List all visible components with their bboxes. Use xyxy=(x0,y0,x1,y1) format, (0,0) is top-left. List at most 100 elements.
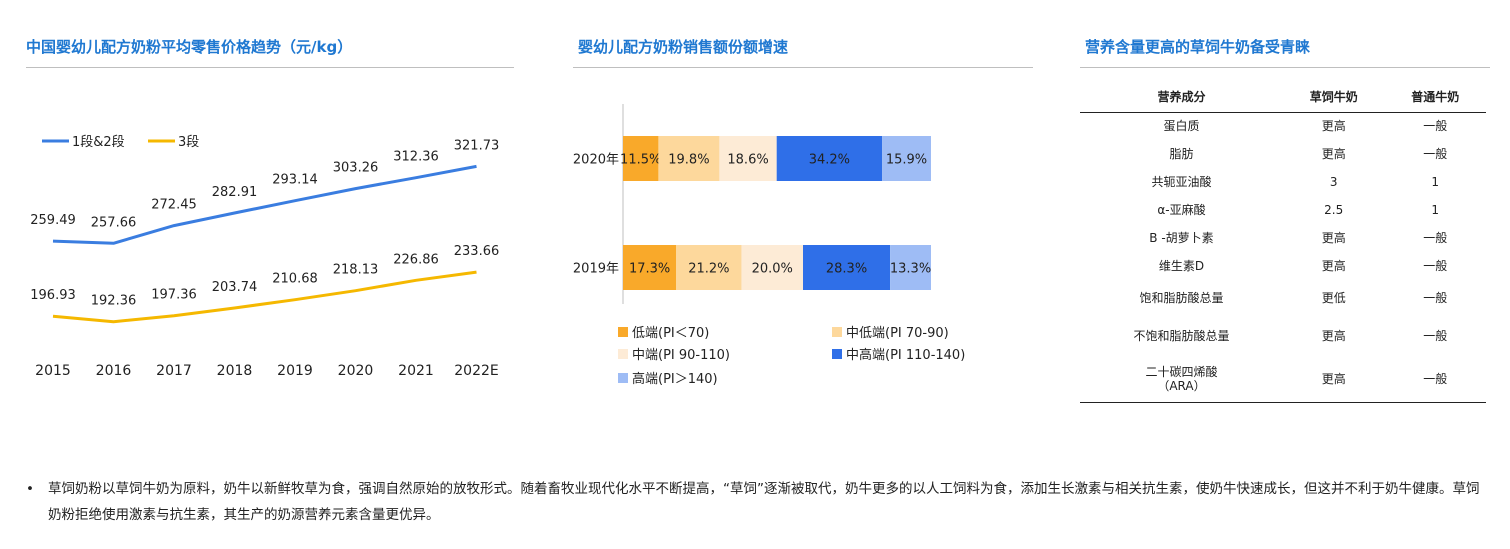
cell-regular-milk: 一般 xyxy=(1423,119,1448,134)
table-row: 不饱和脂肪酸总量 更高 一般 xyxy=(1080,316,1486,356)
bar-segment xyxy=(776,136,883,181)
cell-nutrient: 饱和脂肪酸总量 xyxy=(1139,291,1224,305)
header-grassfed-milk: 草饲牛奶 xyxy=(1282,82,1385,113)
legend-swatch xyxy=(618,349,628,359)
bar-value-label: 19.8% xyxy=(668,153,709,168)
cell-grassfed-milk: 更高 xyxy=(1321,231,1346,245)
data-label: 272.45 xyxy=(151,198,197,213)
bar-value-label: 21.2% xyxy=(688,262,729,277)
bar-segment xyxy=(658,136,720,181)
footnote-text: 草饲奶粉以草饲牛奶为原料，奶牛以新鲜牧草为食，强调自然原始的放牧形式。随着畜牧业… xyxy=(48,481,1480,523)
cell-nutrient: α-亚麻酸 xyxy=(1157,203,1206,217)
legend-label: 高端(PI＞140) xyxy=(632,371,718,387)
x-tick-label: 2022E xyxy=(454,363,498,379)
data-label: 192.36 xyxy=(91,294,137,309)
y-tick-label: 2019年 xyxy=(573,262,619,277)
table-row: 二十碳四烯酸 （ARA） 更高 一般 xyxy=(1080,356,1486,403)
bar-value-label: 15.9% xyxy=(886,153,927,168)
series-line xyxy=(52,270,477,324)
table-row: 蛋白质 更高 一般 xyxy=(1080,112,1486,140)
y-tick-label: 2020年 xyxy=(573,153,619,168)
header-regular-milk: 普通牛奶 xyxy=(1384,82,1486,113)
cell-grassfed-milk: 更高 xyxy=(1321,119,1346,134)
cell-grassfed-milk: 更高 xyxy=(1321,329,1346,343)
data-label: 197.36 xyxy=(151,288,197,303)
price-trend-title: 中国婴幼儿配方奶粉平均零售价格趋势（元/kg） xyxy=(26,38,353,56)
x-tick-label: 2015 xyxy=(35,363,71,379)
cell-nutrient: Β -胡萝卜素 xyxy=(1149,231,1214,245)
legend-label: 中低端(PI 70-90) xyxy=(846,326,949,341)
cell-regular-milk: 一般 xyxy=(1423,291,1448,305)
bar-segment xyxy=(882,136,931,181)
data-label: 257.66 xyxy=(91,215,137,230)
data-label: 226.86 xyxy=(393,252,439,267)
sales-share-title: 婴幼儿配方奶粉销售额份额增速 xyxy=(578,38,789,56)
header-nutrient: 营养成分 xyxy=(1080,82,1283,113)
data-label: 321.73 xyxy=(454,138,500,153)
cell-nutrient: 维生素D xyxy=(1158,259,1205,273)
cell-nutrient: 脂肪 xyxy=(1169,147,1194,161)
cell-nutrient: 二十碳四烯酸 （ARA） xyxy=(1080,356,1283,403)
data-label: 259.49 xyxy=(30,213,76,228)
legend-swatch xyxy=(618,373,628,383)
bar-value-label: 20.0% xyxy=(752,262,793,277)
legend-swatch xyxy=(832,349,842,359)
data-label: 203.74 xyxy=(212,280,258,295)
nutrition-title-rule xyxy=(1080,67,1490,68)
sales-share-title-rule xyxy=(573,67,1033,68)
bar-value-label: 28.3% xyxy=(826,262,867,277)
data-label: 218.13 xyxy=(333,263,379,278)
price-trend-line-chart: 1段&2段 3段 259.49 257.66 272.45 282.91 293.14 303… xyxy=(30,135,500,379)
cell-regular-milk: 1 xyxy=(1431,203,1440,217)
footnote-bullet: • xyxy=(26,481,34,497)
bar-value-label: 11.5% xyxy=(620,153,661,168)
cell-grassfed-milk: 2.5 xyxy=(1324,203,1344,217)
cell-regular-milk: 一般 xyxy=(1423,147,1448,161)
nutrition-title: 营养含量更高的草饲牛奶备受青睐 xyxy=(1085,38,1311,56)
x-tick-label: 2017 xyxy=(156,363,192,379)
x-tick-label: 2018 xyxy=(217,363,253,379)
cell-grassfed-milk: 3 xyxy=(1329,175,1338,189)
cell-grassfed-milk: 更高 xyxy=(1282,356,1385,403)
cell-regular-milk: 一般 xyxy=(1423,329,1448,343)
data-label: 303.26 xyxy=(333,161,379,176)
cell-nutrient: 蛋白质 xyxy=(1163,119,1200,134)
legend-swatch xyxy=(832,327,842,337)
cell-regular-milk: 1 xyxy=(1431,175,1440,189)
cell-nutrient: 不饱和脂肪酸总量 xyxy=(1133,329,1230,343)
price-trend-title-rule xyxy=(26,67,514,68)
legend-label: 中高端(PI 110-140) xyxy=(846,347,965,363)
x-tick-label: 2016 xyxy=(96,363,132,379)
table-row: 饱和脂肪酸总量 更低 一般 xyxy=(1080,280,1486,316)
cell-regular-milk: 一般 xyxy=(1423,231,1448,245)
bar-value-label: 18.6% xyxy=(727,153,768,168)
nutrition-table: 营养成分 草饲牛奶 普通牛奶 蛋白质 更高 一般 脂肪 更高 一般 共轭亚油酸 3 1 α-亚麻酸… xyxy=(1080,82,1486,403)
legend-label: 1段&2段 xyxy=(72,135,125,150)
cell-nutrient: 共轭亚油酸 xyxy=(1151,175,1212,189)
data-label: 282.91 xyxy=(212,185,258,200)
sales-share-bar-chart: 2020年 11.5% 19.8% 18.6% 34.2% 15.9% 2019年 17.3%… xyxy=(573,104,965,387)
table-row: α-亚麻酸 2.5 1 xyxy=(1080,196,1486,224)
x-tick-label: 2019 xyxy=(277,363,313,379)
cell-regular-milk: 一般 xyxy=(1384,356,1486,403)
data-label: 196.93 xyxy=(30,288,76,303)
table-row: 脂肪 更高 一般 xyxy=(1080,140,1486,168)
bar-segment xyxy=(803,245,891,290)
nutrition-table-header: 营养成分 草饲牛奶 普通牛奶 xyxy=(1080,82,1486,113)
legend-label: 中端(PI 90-110) xyxy=(632,348,730,363)
cell-grassfed-milk: 更低 xyxy=(1321,291,1346,305)
table-row: 维生素D 更高 一般 xyxy=(1080,252,1486,280)
bar-segment xyxy=(623,245,677,290)
legend-label: 低端(PI＜70) xyxy=(632,326,709,341)
bar-value-label: 17.3% xyxy=(629,262,670,277)
cell-regular-milk: 一般 xyxy=(1423,259,1448,273)
bar-segment xyxy=(623,136,659,181)
bar-value-label: 13.3% xyxy=(890,262,931,277)
data-label: 210.68 xyxy=(272,272,318,287)
cell-grassfed-milk: 更高 xyxy=(1321,259,1346,273)
table-row: 共轭亚油酸 3 1 xyxy=(1080,168,1486,196)
bar-segment xyxy=(719,136,777,181)
bar-segment xyxy=(741,245,803,290)
bar-segment xyxy=(676,245,742,290)
footnote: • 草饲奶粉以草饲牛奶为原料，奶牛以新鲜牧草为食，强调自然原始的放牧形式。随着畜… xyxy=(26,476,1486,528)
